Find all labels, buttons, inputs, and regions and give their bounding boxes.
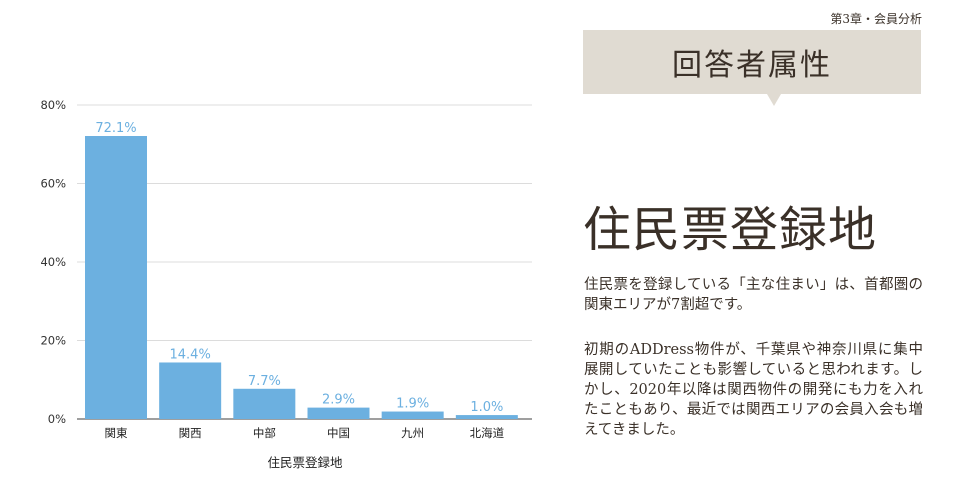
x-tick-label: 中国: [327, 426, 350, 440]
data-label: 72.1%: [95, 121, 136, 136]
data-label: 7.7%: [248, 374, 281, 389]
data-label: 2.9%: [322, 393, 355, 408]
y-tick-label: 60%: [40, 177, 66, 191]
chapter-label: 第3章・会員分析: [830, 12, 922, 26]
bar: [455, 415, 518, 419]
x-tick-label: 関西: [179, 426, 202, 440]
x-tick-label: 北海道: [470, 426, 505, 440]
bar: [233, 388, 296, 419]
bar: [307, 407, 370, 419]
bar-chart: 0% 20% 40% 60% 80% 72.1% 14.4% 7.7% 2.9% 1.9% 1.0…: [40, 98, 532, 470]
data-label: 1.0%: [470, 400, 503, 415]
chart-data-labels: 72.1% 14.4% 7.7% 2.9% 1.9% 1.0%: [95, 121, 503, 415]
chart-y-ticks: 0% 20% 40% 60% 80%: [40, 98, 66, 426]
paragraph-summary: 住民票を登録している「主な住まい」は、首都圏の関東エリアが7割超です。: [584, 277, 923, 313]
y-tick-label: 80%: [40, 98, 66, 112]
x-tick-label: 中部: [253, 426, 276, 440]
badge-pointer: [767, 94, 781, 106]
section-badge-title: 回答者属性: [672, 48, 832, 83]
chart-bars: [85, 136, 518, 419]
chart-x-ticks: 関東 関西 中部 中国 九州 北海道: [105, 426, 505, 440]
section-badge: 回答者属性: [583, 30, 921, 94]
data-label: 1.9%: [396, 397, 429, 412]
y-tick-label: 20%: [40, 334, 66, 348]
bar: [159, 362, 222, 419]
y-tick-label: 40%: [40, 255, 66, 269]
x-tick-label: 関東: [105, 426, 128, 440]
chart-x-axis-title: 住民票登録地: [267, 455, 343, 470]
data-label: 14.4%: [170, 347, 211, 362]
x-tick-label: 九州: [401, 426, 424, 440]
bar: [85, 136, 147, 419]
y-tick-label: 0%: [48, 412, 66, 426]
page-heading: 住民票登録地: [583, 202, 878, 258]
bar: [381, 411, 444, 419]
paragraph-detail: 初期のADDress物件が、千葉県や神奈川県に集中展開していたことも影響している…: [584, 342, 923, 438]
